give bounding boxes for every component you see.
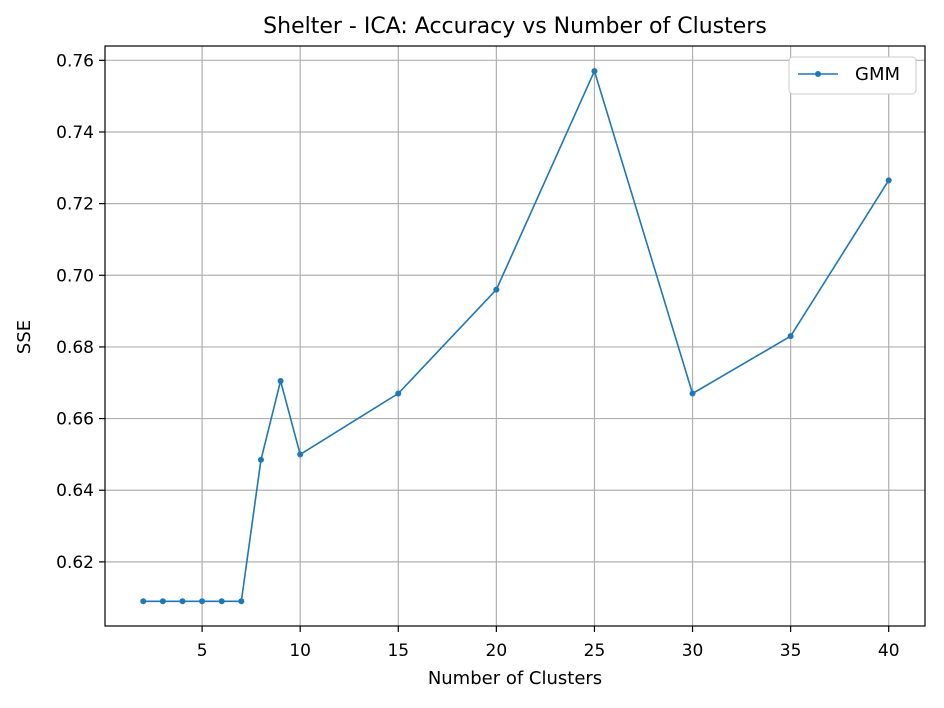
x-axis-label: Number of Clusters [428,668,602,689]
x-tick-label: 40 [878,641,900,661]
x-tick-label: 25 [584,641,606,661]
legend: GMM [788,56,917,95]
data-point [218,598,225,605]
y-tick-label: 0.70 [56,266,94,286]
plot-frame [104,45,926,627]
y-axis-label: SSE [14,320,35,354]
y-tick-label: 0.66 [56,410,94,430]
x-tick-label: 5 [197,641,208,661]
data-point [238,598,245,605]
y-tick-label: 0.74 [56,123,94,143]
data-point [885,177,892,184]
data-point [257,456,264,463]
y-tick-label: 0.76 [56,51,94,71]
legend-series-label: GMM [855,64,900,85]
data-point [493,286,500,293]
data-point [159,598,166,605]
data-point [140,598,147,605]
data-point [689,390,696,397]
ticks: 5 10 15 20 25 30 35 40 0.62 0.64 0.66 0.68 0.70 0.72 0… [56,51,899,661]
x-tick-label: 10 [289,641,311,661]
y-tick-label: 0.64 [56,481,94,501]
legend-box [788,56,917,95]
chart-title: Shelter - ICA: Accuracy vs Number of Clu… [263,14,767,39]
y-tick-label: 0.68 [56,338,94,358]
x-tick-label: 35 [780,641,802,661]
legend-series-marker [815,71,821,77]
data-point [179,598,186,605]
data-point [277,377,284,384]
data-point [297,451,304,458]
y-tick-label: 0.72 [56,195,94,215]
x-tick-label: 15 [387,641,409,661]
x-tick-label: 20 [486,641,508,661]
x-tick-label: 30 [682,641,704,661]
y-tick-label: 0.62 [56,553,94,573]
series-layer [140,68,892,605]
data-point [199,598,206,605]
data-point [395,390,402,397]
data-point [591,68,598,75]
grid-lines [105,46,925,626]
data-point [787,333,794,340]
